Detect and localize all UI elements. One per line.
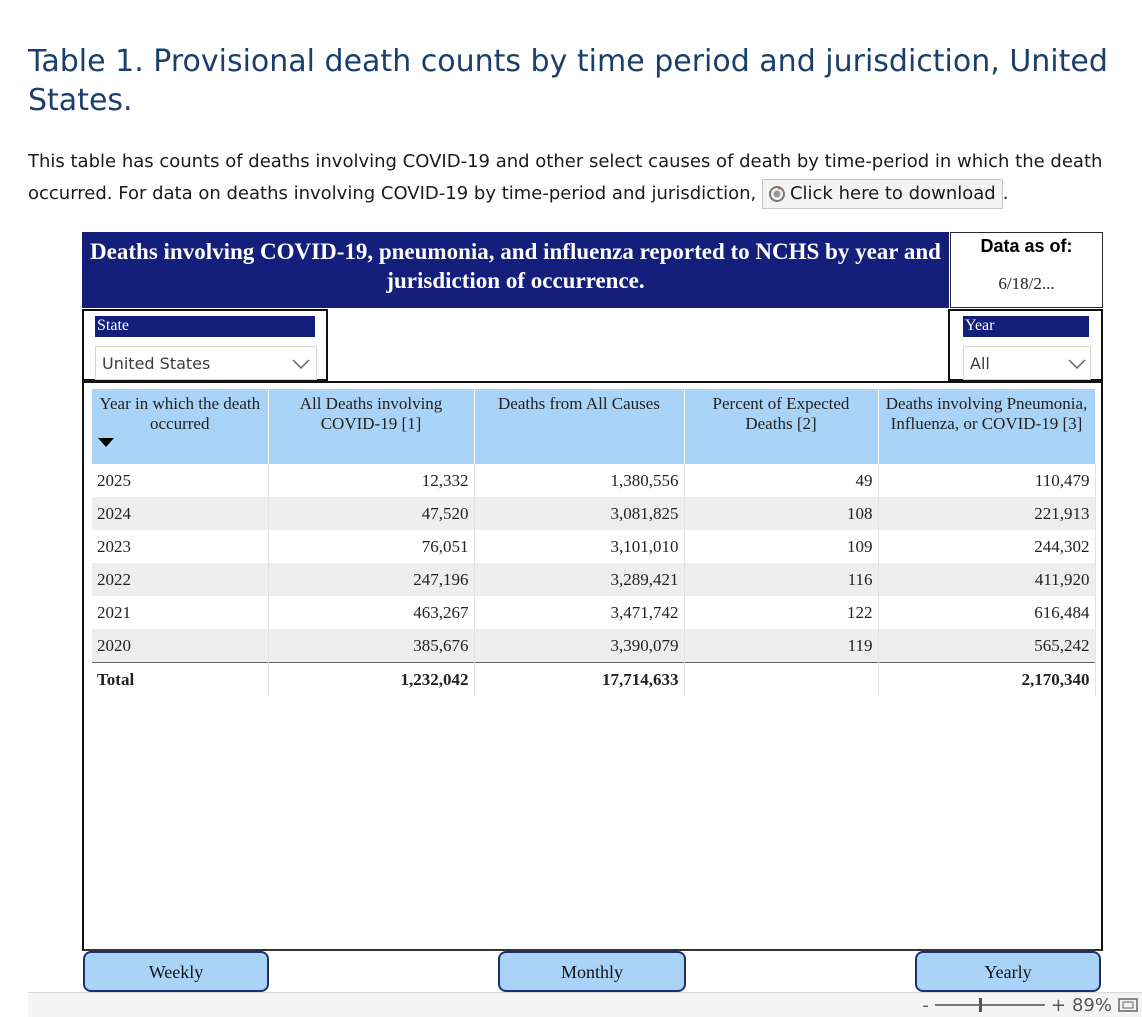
cell-total-covid-deaths: 1,232,042 <box>268 662 475 696</box>
download-button[interactable]: Click here to download <box>761 179 1003 209</box>
cell-year: 2021 <box>92 596 269 629</box>
cell-percent-expected: 116 <box>684 563 879 596</box>
state-dropdown-value: United States <box>102 354 211 373</box>
cell-percent-expected: 122 <box>684 596 879 629</box>
table-row: 2025 12,332 1,380,556 49 110,479 <box>92 464 1096 497</box>
cell-percent-expected: 49 <box>684 464 879 497</box>
state-dropdown[interactable]: United States <box>95 346 317 380</box>
cell-year: 2024 <box>92 497 269 530</box>
cell-percent-expected: 108 <box>684 497 879 530</box>
cell-year: 2023 <box>92 530 269 563</box>
table-row: 2022 247,196 3,289,421 116 411,920 <box>92 563 1096 596</box>
zoom-slider-thumb[interactable] <box>978 998 982 1012</box>
cell-all-causes: 3,101,010 <box>474 530 685 563</box>
fit-to-page-icon[interactable] <box>1118 997 1138 1013</box>
cell-pic-deaths: 221,913 <box>878 497 1096 530</box>
yearly-button[interactable]: Yearly <box>915 951 1101 992</box>
table-frame: Year in which the death occurred All Dea… <box>82 381 1103 951</box>
cell-total-percent-expected <box>684 662 879 696</box>
weekly-button[interactable]: Weekly <box>83 951 269 992</box>
as-of-label: Data as of: <box>980 236 1073 256</box>
table-row: 2021 463,267 3,471,742 122 616,484 <box>92 596 1096 629</box>
data-as-of-card: Data as of: 6/18/2... <box>950 232 1103 308</box>
cell-all-causes: 3,081,825 <box>474 497 685 530</box>
table-row: 2020 385,676 3,390,079 119 565,242 <box>92 629 1096 663</box>
column-header-year[interactable]: Year in which the death occurred <box>92 389 269 464</box>
column-header-pic-deaths[interactable]: Deaths involving Pneumonia, Influenza, o… <box>878 389 1096 464</box>
year-dropdown[interactable]: All <box>963 346 1091 380</box>
cell-covid-deaths: 463,267 <box>268 596 475 629</box>
download-label: Click here to download <box>789 183 996 204</box>
cell-covid-deaths: 12,332 <box>268 464 475 497</box>
cell-all-causes: 3,471,742 <box>474 596 685 629</box>
state-slicer-title: State <box>95 316 315 337</box>
zoom-slider[interactable] <box>934 998 1045 1012</box>
intro-text: This table has counts of deaths involvin… <box>28 146 1140 210</box>
cell-all-causes: 3,390,079 <box>474 629 685 663</box>
table-total-row: Total 1,232,042 17,714,633 2,170,340 <box>92 662 1096 696</box>
zoom-out-button[interactable]: - <box>922 994 929 1016</box>
cell-covid-deaths: 247,196 <box>268 563 475 596</box>
cell-covid-deaths: 385,676 <box>268 629 475 663</box>
zoom-level: 89% <box>1071 994 1112 1016</box>
chevron-down-icon <box>1068 359 1086 369</box>
zoom-in-button[interactable]: + <box>1050 994 1066 1016</box>
zoom-control: - + 89% <box>922 993 1138 1017</box>
cell-year: 2022 <box>92 563 269 596</box>
report-banner: Deaths involving COVID-19, pneumonia, an… <box>82 232 949 308</box>
cell-pic-deaths: 110,479 <box>878 464 1096 497</box>
state-slicer: State United States <box>82 309 328 381</box>
cell-total-all-causes: 17,714,633 <box>474 662 685 696</box>
cell-covid-deaths: 76,051 <box>268 530 475 563</box>
as-of-value: 6/18/2... <box>998 274 1055 293</box>
cell-percent-expected: 109 <box>684 530 879 563</box>
report-canvas: Deaths involving COVID-19, pneumonia, an… <box>82 232 1103 951</box>
cell-pic-deaths: 244,302 <box>878 530 1096 563</box>
monthly-button[interactable]: Monthly <box>498 951 686 992</box>
cell-year: 2020 <box>92 629 269 663</box>
deaths-table: Year in which the death occurred All Dea… <box>92 389 1096 696</box>
cell-all-causes: 3,289,421 <box>474 563 685 596</box>
year-dropdown-value: All <box>970 354 990 373</box>
table-row: 2023 76,051 3,101,010 109 244,302 <box>92 530 1096 563</box>
cell-covid-deaths: 47,520 <box>268 497 475 530</box>
table-header-row: Year in which the death occurred All Dea… <box>92 389 1096 464</box>
cell-total-pic-deaths: 2,170,340 <box>878 662 1096 696</box>
cell-all-causes: 1,380,556 <box>474 464 685 497</box>
column-header-label: Year in which the death occurred <box>99 394 261 433</box>
chevron-down-icon <box>292 359 310 369</box>
year-slicer: Year All <box>948 309 1103 381</box>
cell-year: 2025 <box>92 464 269 497</box>
column-header-percent-expected[interactable]: Percent of Expected Deaths [2] <box>684 389 879 464</box>
cell-pic-deaths: 616,484 <box>878 596 1096 629</box>
column-header-covid-deaths[interactable]: All Deaths involving COVID-19 [1] <box>268 389 475 464</box>
cell-percent-expected: 119 <box>684 629 879 663</box>
column-header-all-causes[interactable]: Deaths from All Causes <box>474 389 685 464</box>
trailing-period: . <box>1002 183 1009 204</box>
table-row: 2024 47,520 3,081,825 108 221,913 <box>92 497 1096 530</box>
cell-total-label: Total <box>92 662 269 696</box>
sort-desc-icon <box>98 438 114 447</box>
cell-pic-deaths: 565,242 <box>878 629 1096 663</box>
refresh-circle-icon <box>768 186 785 202</box>
status-bar: - + 89% <box>28 992 1142 1017</box>
year-slicer-title: Year <box>963 316 1089 337</box>
intro-body: This table has counts of deaths involvin… <box>28 151 1103 204</box>
page-title: Table 1. Provisional death counts by tim… <box>28 44 1108 118</box>
cell-pic-deaths: 411,920 <box>878 563 1096 596</box>
